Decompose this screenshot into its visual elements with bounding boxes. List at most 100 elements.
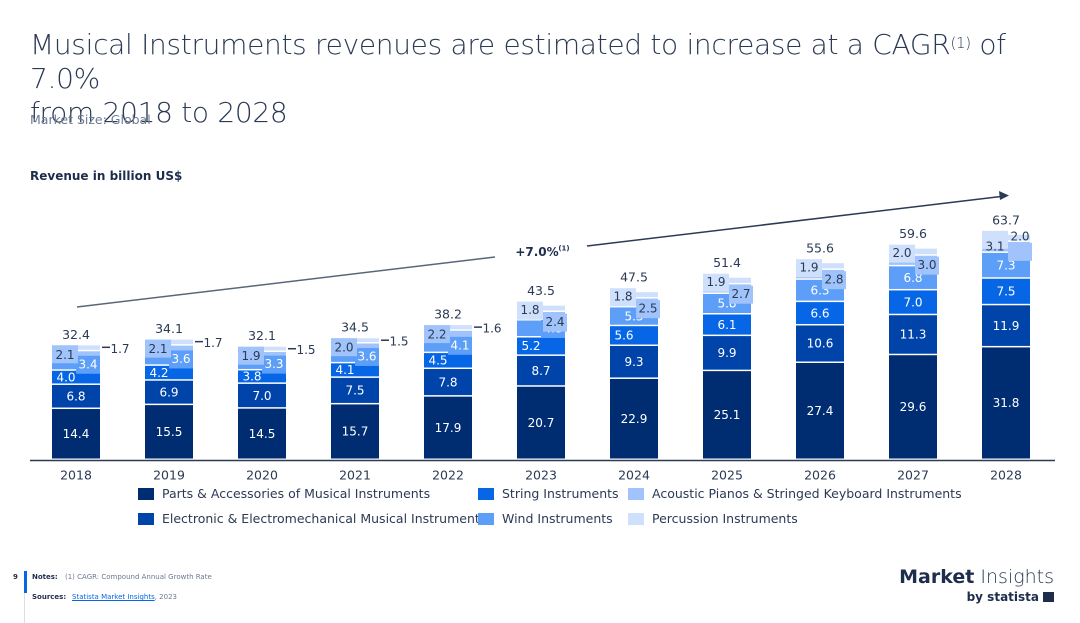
title-footnote-ref: (1) xyxy=(950,34,971,52)
data-label: 7.8 xyxy=(438,375,457,389)
cagr-label: +7.0% xyxy=(515,245,558,259)
bar-segment xyxy=(610,378,658,459)
data-label: 2.8 xyxy=(824,273,843,287)
legend-swatch-icon xyxy=(478,512,494,525)
bar-segment xyxy=(889,290,937,314)
data-label: 1.9 xyxy=(706,275,725,289)
data-label: 3.8 xyxy=(242,370,261,384)
cagr-arrow-line xyxy=(586,195,1006,247)
data-label: 4.5 xyxy=(428,354,447,368)
legend-item: Parts & Accessories of Musical Instrumen… xyxy=(138,486,430,501)
legend-item: Percussion Instruments xyxy=(628,511,798,526)
bar-segment xyxy=(331,404,379,459)
data-label: 6.6 xyxy=(810,306,829,320)
bar-segment xyxy=(238,370,286,383)
bar-segment xyxy=(982,347,1030,459)
data-label-box xyxy=(145,339,171,358)
data-label: 7.5 xyxy=(996,285,1015,299)
data-label: 20.7 xyxy=(528,416,555,430)
notes-text: (1) CAGR: Compound Annual Growth Rate xyxy=(65,573,212,581)
chart-legend: Parts & Accessories of Musical Instrumen… xyxy=(138,486,1038,534)
title-line2: from 2018 to 2028 xyxy=(30,96,288,129)
data-label: 3.3 xyxy=(264,357,283,371)
x-tick-label: 2022 xyxy=(432,468,464,483)
x-tick-label: 2024 xyxy=(618,468,650,483)
bar-segment xyxy=(52,370,100,384)
data-label: 2.2 xyxy=(427,328,446,342)
data-label: 2.1 xyxy=(148,342,167,356)
x-tick-label: 2018 xyxy=(60,468,92,483)
bar-segment xyxy=(145,405,193,459)
data-label: 5.2 xyxy=(521,339,540,353)
data-label: 6.9 xyxy=(159,385,178,399)
legend-label: String Instruments xyxy=(502,486,619,501)
data-label: 25.1 xyxy=(714,408,741,422)
data-label-box xyxy=(52,345,78,364)
legend-swatch-icon xyxy=(628,487,644,500)
bar-segment xyxy=(238,408,286,459)
data-label: 15.5 xyxy=(156,425,183,439)
bar-segment xyxy=(52,409,100,459)
bar-segment xyxy=(889,315,937,354)
data-label: 6.8 xyxy=(66,389,85,403)
total-label: 51.4 xyxy=(713,255,741,270)
data-label: 7.5 xyxy=(345,384,364,398)
page-number: 9 xyxy=(13,573,18,581)
legend-label: Wind Instruments xyxy=(502,511,613,526)
bar-segment xyxy=(145,380,193,404)
data-label: 1.8 xyxy=(520,303,539,317)
data-label: 9.3 xyxy=(624,355,643,369)
bar-segment xyxy=(145,365,193,380)
x-tick-label: 2026 xyxy=(804,468,836,483)
bar-segment xyxy=(517,355,565,386)
data-label: 10.6 xyxy=(807,337,834,351)
bar-segment xyxy=(517,337,565,355)
bar-segment xyxy=(703,314,751,335)
data-label: 1.5 xyxy=(389,335,408,349)
total-label: 59.6 xyxy=(899,226,927,241)
legend-item: Electronic & Electromechanical Musical I… xyxy=(138,511,486,526)
data-label: 11.9 xyxy=(993,319,1020,333)
x-tick-label: 2021 xyxy=(339,468,371,483)
cagr-footnote-ref: (1) xyxy=(558,245,569,253)
data-label: 4.2 xyxy=(149,366,168,380)
sources-link[interactable]: Statista Market Insights xyxy=(72,593,155,601)
bar-segment xyxy=(52,384,100,408)
data-label: 2.4 xyxy=(545,315,564,329)
data-label: 4.0 xyxy=(56,370,75,384)
sources-year: , 2023 xyxy=(154,593,177,601)
data-label-box xyxy=(889,244,915,263)
footer-accent-bar xyxy=(24,571,27,593)
data-label: 2.0 xyxy=(1010,229,1029,243)
bar-segment xyxy=(610,326,658,345)
total-label: 32.1 xyxy=(248,328,276,343)
legend-label: Parts & Accessories of Musical Instrumen… xyxy=(162,486,431,501)
data-label: 2.1 xyxy=(55,348,74,362)
footer-notes: Notes: (1) CAGR: Compound Annual Growth R… xyxy=(32,573,212,581)
bar-segment xyxy=(889,355,937,459)
bar-segment xyxy=(982,305,1030,346)
data-label: 15.7 xyxy=(342,425,369,439)
data-label: 4.1 xyxy=(335,363,354,377)
data-label: 1.7 xyxy=(110,342,129,356)
data-label: 3.6 xyxy=(171,352,190,366)
data-label: 29.6 xyxy=(900,400,927,414)
x-tick-label: 2019 xyxy=(153,468,185,483)
bar-segment xyxy=(610,346,658,378)
data-label: 7.0 xyxy=(252,389,271,403)
bar-segment xyxy=(517,386,565,459)
data-label-box xyxy=(543,313,567,332)
data-label: 3.0 xyxy=(917,258,936,272)
data-label-box xyxy=(822,271,846,290)
legend-item: Wind Instruments xyxy=(478,511,613,526)
data-label: 7.0 xyxy=(903,295,922,309)
data-label-box xyxy=(517,301,543,320)
footer-sources: Sources: Statista Market Insights, 2023 xyxy=(32,593,177,601)
y-axis-label: Revenue in billion US$ xyxy=(30,169,183,183)
bar-segment xyxy=(982,278,1030,304)
statista-logo-icon xyxy=(1043,592,1054,602)
data-label: 22.9 xyxy=(621,412,648,426)
x-tick-label: 2020 xyxy=(246,468,278,483)
total-label: 55.6 xyxy=(806,241,834,256)
